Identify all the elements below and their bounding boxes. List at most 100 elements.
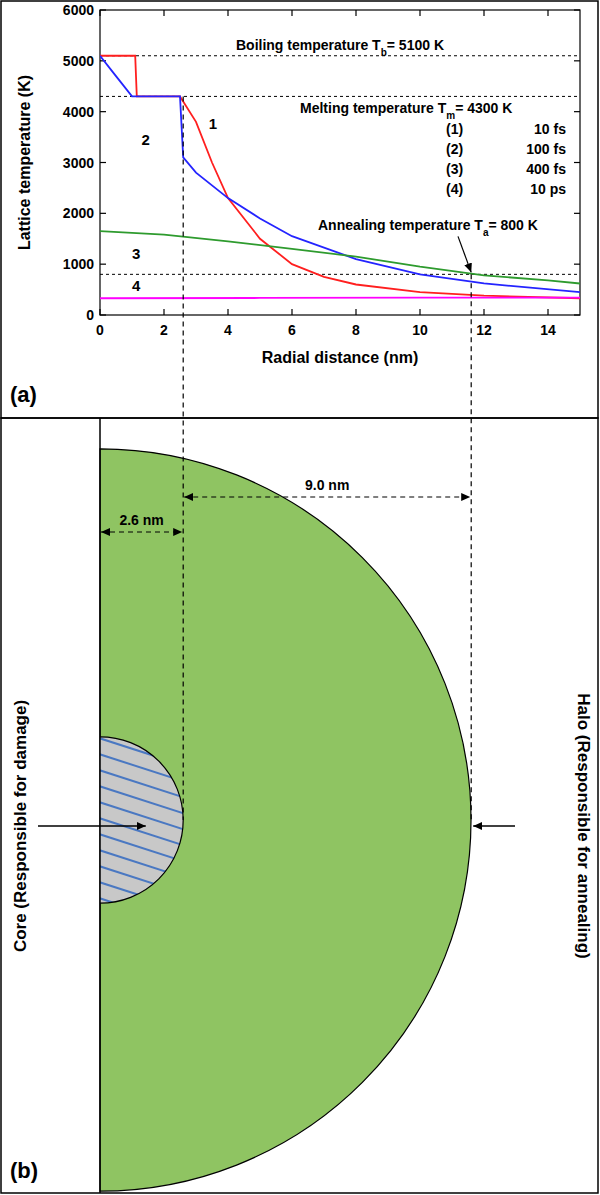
- core-stripe: [95, 753, 188, 783]
- core-outline: [100, 737, 183, 903]
- y-tick: [100, 111, 106, 112]
- y-tick-label: 0: [86, 307, 94, 323]
- reference-label-part: Boiling temperature T: [236, 37, 381, 53]
- y-tick-label: 2000: [63, 205, 94, 221]
- core-stripe: [95, 657, 188, 687]
- x-tick: [483, 309, 484, 315]
- x-tick-label: 10: [412, 322, 428, 338]
- legend-name: 400 fs: [526, 161, 566, 177]
- panel-label: (a): [10, 382, 37, 407]
- dimension-line: [101, 531, 182, 532]
- x-tick: [355, 309, 356, 315]
- x-tick-label: 12: [476, 322, 492, 338]
- y-tick: [574, 60, 580, 61]
- x-tick: [163, 309, 164, 315]
- reference-label-part: Melting temperature T: [300, 100, 447, 116]
- core-stripe: [95, 721, 188, 751]
- x-tick-label: 4: [224, 322, 232, 338]
- core-stripe: [95, 769, 188, 799]
- y-tick: [574, 162, 580, 163]
- y-tick: [574, 314, 580, 315]
- y-tick-label: 6000: [63, 2, 94, 18]
- x-tick: [547, 309, 548, 315]
- core-stripe: [95, 849, 188, 879]
- y-tick: [100, 162, 106, 163]
- x-tick: [99, 10, 100, 16]
- legend-label: (2): [446, 141, 463, 157]
- core-stripe: [95, 881, 188, 911]
- series-line: [100, 56, 580, 298]
- core-stripe: [95, 705, 188, 735]
- legend-label: (1): [446, 121, 463, 137]
- x-tick: [419, 309, 420, 315]
- curve-label: 2: [142, 131, 150, 148]
- y-tick-label: 1000: [63, 256, 94, 272]
- y-tick-label: 4000: [63, 104, 94, 120]
- pointer-arrow: [38, 825, 146, 827]
- x-tick-label: 0: [96, 322, 104, 338]
- x-tick-label: 6: [288, 322, 296, 338]
- core-label: Core (Responsible for damage): [11, 700, 30, 952]
- x-tick: [291, 10, 292, 16]
- legend-label: (4): [446, 181, 463, 197]
- core-stripe: [95, 641, 188, 671]
- reference-label-part: = 5100 K: [387, 37, 444, 53]
- core-stripe: [95, 673, 188, 703]
- x-tick: [355, 10, 356, 16]
- legend-label: (3): [446, 161, 463, 177]
- x-tick-label: 8: [352, 322, 360, 338]
- y-tick: [574, 111, 580, 112]
- y-tick: [100, 264, 106, 265]
- x-tick: [99, 309, 100, 315]
- core-stripe: [95, 897, 188, 927]
- core-stripe: [95, 737, 188, 767]
- axis-line: [99, 418, 101, 1193]
- y-tick-label: 3000: [63, 155, 94, 171]
- y-axis-title: Lattice temperature (K): [16, 75, 33, 250]
- y-tick: [574, 9, 580, 10]
- x-tick-label: 14: [540, 322, 556, 338]
- x-tick-label: 2: [160, 322, 168, 338]
- y-tick-label: 5000: [63, 53, 94, 69]
- reference-label-part: = 800 K: [488, 217, 537, 233]
- series-line: [100, 56, 580, 292]
- x-tick: [163, 10, 164, 16]
- x-tick: [291, 309, 292, 315]
- curve-label: 1: [209, 115, 217, 132]
- core-stripe: [95, 865, 188, 895]
- annotation-arrow: [458, 236, 471, 272]
- reference-label: Annealing temperature Ta= 800 K: [318, 217, 538, 238]
- legend-name: 10 ps: [530, 181, 566, 197]
- series-line: [100, 231, 580, 283]
- y-tick: [574, 213, 580, 214]
- legend-name: 100 fs: [526, 141, 566, 157]
- x-tick: [227, 10, 228, 16]
- dimension-label: 9.0 nm: [305, 477, 349, 493]
- panel-frame: [1, 1, 598, 418]
- x-tick: [483, 10, 484, 16]
- curve-label: 3: [132, 245, 140, 262]
- core: [100, 737, 183, 903]
- halo-label: Halo (Responsible for annealing): [574, 693, 593, 958]
- core-stripe: [95, 817, 188, 847]
- y-tick: [100, 213, 106, 214]
- dimension-label: 2.6 nm: [119, 512, 163, 528]
- reference-label-subscript: m: [446, 110, 455, 121]
- y-tick: [574, 264, 580, 265]
- reference-label-part: Annealing temperature T: [318, 217, 483, 233]
- reference-label-part: = 4300 K: [455, 100, 512, 116]
- reference-line: [100, 274, 580, 275]
- series-group: [100, 56, 580, 298]
- x-tick: [547, 10, 548, 16]
- reference-label: Boiling temperature Tb= 5100 K: [236, 37, 444, 58]
- connector: [183, 96, 184, 820]
- reference-label: Melting temperature Tm= 4300 K: [300, 100, 512, 121]
- x-axis-title: Radial distance (nm): [262, 349, 418, 366]
- y-tick: [100, 314, 106, 315]
- series-line: [100, 297, 580, 299]
- legend-name: 10 fs: [534, 121, 566, 137]
- panel-frame: [1, 418, 598, 1193]
- connector: [471, 274, 472, 820]
- core-stripe: [95, 689, 188, 719]
- core-stripes: [95, 641, 188, 927]
